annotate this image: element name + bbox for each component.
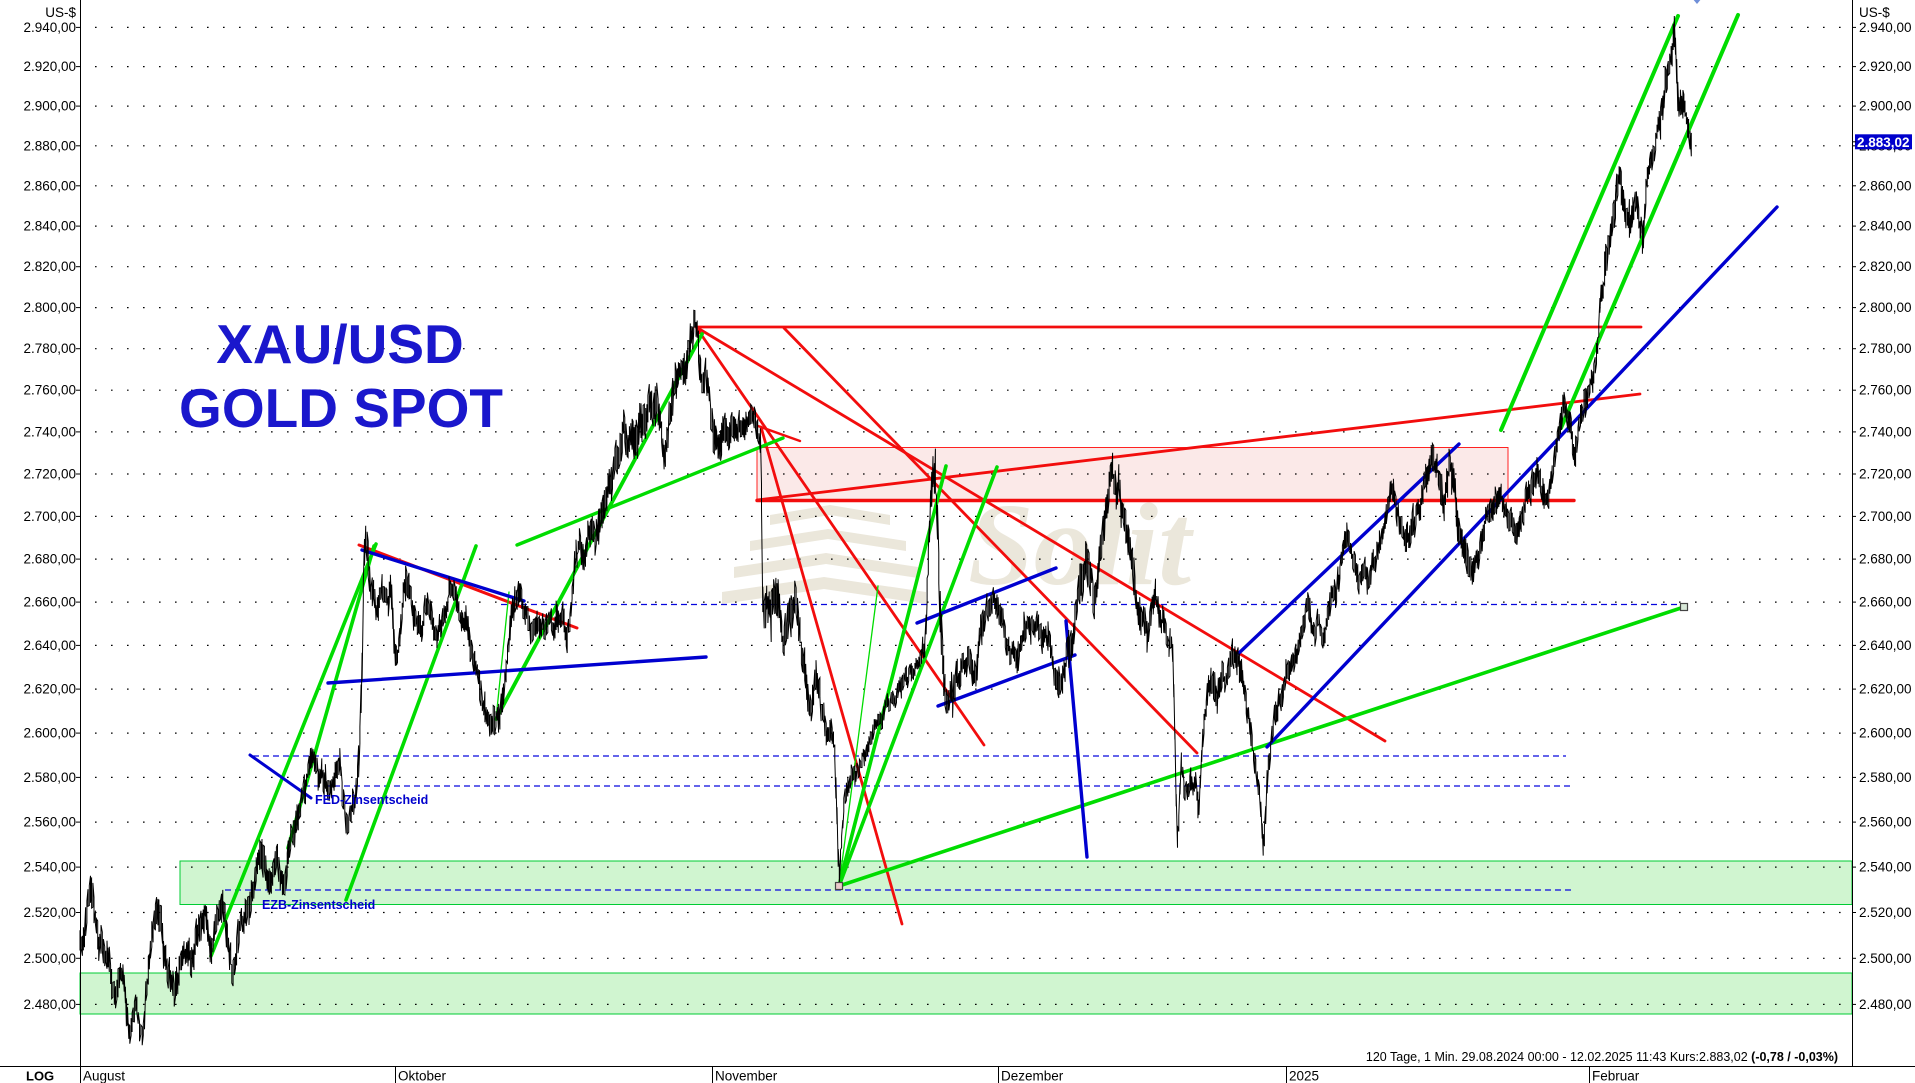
svg-text:2.760,00: 2.760,00 xyxy=(1859,383,1912,398)
svg-text:2.480,00: 2.480,00 xyxy=(23,997,76,1012)
svg-text:2.560,00: 2.560,00 xyxy=(1859,815,1912,830)
svg-text:2.500,00: 2.500,00 xyxy=(23,951,76,966)
svg-text:November: November xyxy=(715,1069,778,1083)
svg-text:2.940,00: 2.940,00 xyxy=(1859,20,1912,35)
svg-text:2.800,00: 2.800,00 xyxy=(1859,300,1912,315)
svg-text:US-$: US-$ xyxy=(45,5,76,20)
svg-text:XAU/USD: XAU/USD xyxy=(216,313,464,375)
svg-text:2.520,00: 2.520,00 xyxy=(1859,905,1912,920)
svg-text:GOLD SPOT: GOLD SPOT xyxy=(179,377,503,439)
svg-text:2.840,00: 2.840,00 xyxy=(1859,219,1912,234)
svg-text:2.520,00: 2.520,00 xyxy=(23,905,76,920)
svg-text:2.880,00: 2.880,00 xyxy=(23,138,76,153)
svg-text:2.680,00: 2.680,00 xyxy=(1859,552,1912,567)
svg-text:2.820,00: 2.820,00 xyxy=(23,259,76,274)
svg-text:2.920,00: 2.920,00 xyxy=(23,59,76,74)
svg-text:2.780,00: 2.780,00 xyxy=(23,341,76,356)
svg-text:2.580,00: 2.580,00 xyxy=(1859,770,1912,785)
svg-text:2.900,00: 2.900,00 xyxy=(23,99,76,114)
svg-text:2.700,00: 2.700,00 xyxy=(1859,509,1912,524)
svg-text:2.740,00: 2.740,00 xyxy=(23,424,76,439)
svg-text:2.620,00: 2.620,00 xyxy=(1859,682,1912,697)
svg-text:EZB-Zinsentscheid: EZB-Zinsentscheid xyxy=(262,898,375,912)
svg-text:2.560,00: 2.560,00 xyxy=(23,815,76,830)
svg-text:2.660,00: 2.660,00 xyxy=(1859,595,1912,610)
svg-text:2.640,00: 2.640,00 xyxy=(23,638,76,653)
svg-text:2.720,00: 2.720,00 xyxy=(23,467,76,482)
svg-text:2.640,00: 2.640,00 xyxy=(1859,638,1912,653)
svg-text:LOG: LOG xyxy=(26,1069,54,1083)
svg-text:2.940,00: 2.940,00 xyxy=(23,20,76,35)
svg-text:US-$: US-$ xyxy=(1859,5,1890,20)
svg-text:2.860,00: 2.860,00 xyxy=(1859,178,1912,193)
svg-text:2.700,00: 2.700,00 xyxy=(23,509,76,524)
svg-text:August: August xyxy=(83,1069,125,1083)
svg-text:2.800,00: 2.800,00 xyxy=(23,300,76,315)
svg-text:2.860,00: 2.860,00 xyxy=(23,178,76,193)
svg-text:2.840,00: 2.840,00 xyxy=(23,219,76,234)
svg-text:2.500,00: 2.500,00 xyxy=(1859,951,1912,966)
svg-text:2.900,00: 2.900,00 xyxy=(1859,99,1912,114)
svg-text:2025: 2025 xyxy=(1289,1069,1319,1083)
svg-text:2.600,00: 2.600,00 xyxy=(1859,726,1912,741)
svg-text:2.580,00: 2.580,00 xyxy=(23,770,76,785)
svg-text:Oktober: Oktober xyxy=(398,1069,447,1083)
svg-text:2.820,00: 2.820,00 xyxy=(1859,259,1912,274)
svg-text:2.780,00: 2.780,00 xyxy=(1859,341,1912,356)
svg-text:2.620,00: 2.620,00 xyxy=(23,682,76,697)
svg-text:2.760,00: 2.760,00 xyxy=(23,383,76,398)
svg-text:120 Tage, 1 Min. 29.08.2024 00: 120 Tage, 1 Min. 29.08.2024 00:00 - 12.0… xyxy=(1366,1050,1838,1064)
svg-text:FED-Zinsentscheid: FED-Zinsentscheid xyxy=(315,793,428,807)
svg-text:2.660,00: 2.660,00 xyxy=(23,595,76,610)
svg-text:Februar: Februar xyxy=(1592,1069,1640,1083)
svg-text:2.920,00: 2.920,00 xyxy=(1859,59,1912,74)
svg-text:2.480,00: 2.480,00 xyxy=(1859,997,1912,1012)
svg-text:2.883,02: 2.883,02 xyxy=(1857,135,1910,150)
svg-text:2.740,00: 2.740,00 xyxy=(1859,424,1912,439)
svg-text:Dezember: Dezember xyxy=(1001,1069,1064,1083)
svg-text:2.540,00: 2.540,00 xyxy=(1859,860,1912,875)
svg-text:2.540,00: 2.540,00 xyxy=(23,860,76,875)
svg-text:2.680,00: 2.680,00 xyxy=(23,552,76,567)
svg-text:2.720,00: 2.720,00 xyxy=(1859,467,1912,482)
svg-text:2.600,00: 2.600,00 xyxy=(23,726,76,741)
